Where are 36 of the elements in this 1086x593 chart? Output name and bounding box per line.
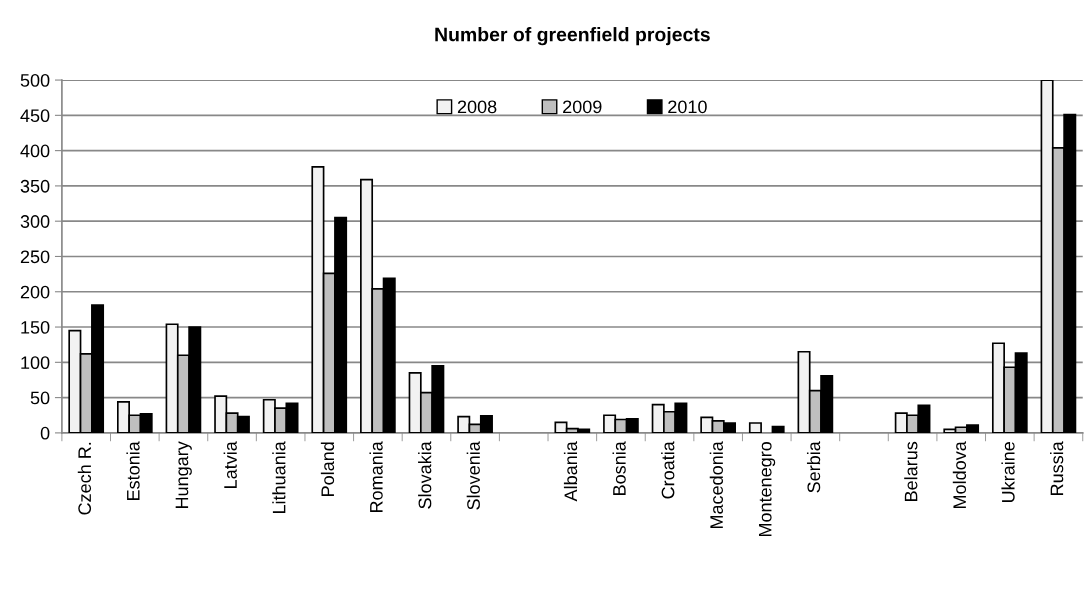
x-tick-label: Romania (369, 441, 383, 512)
x-tick-label: Serbia (806, 441, 821, 493)
y-tick-label: 300 (20, 215, 50, 228)
x-tick-label: Latvia (223, 441, 237, 488)
bar (748, 422, 762, 433)
x-tick-label: Hungary (175, 441, 192, 508)
y-tick-label: 350 (20, 179, 50, 193)
x-tick-label: Albania (563, 441, 578, 502)
x-tick-label: Estonia (126, 441, 140, 500)
x-tick-label: Slovakia (418, 441, 432, 509)
x-tick-label: Macedonia (709, 441, 723, 529)
legend-label: 2009 (563, 100, 602, 114)
y-tick-label: 150 (21, 320, 50, 334)
x-tick-label: Belarus (904, 441, 918, 501)
legend-label: 2010 (668, 100, 707, 114)
y-tick-label: 450 (20, 109, 50, 123)
x-tick-label: Bosnia (612, 441, 626, 495)
x-tick-label: Lithuania (272, 441, 286, 514)
y-tick-label: 0 (40, 426, 50, 440)
x-tick-label: Montenegro (759, 441, 776, 537)
x-tick-label: Ukraine (1001, 442, 1015, 503)
legend-label: 2008 (457, 100, 497, 114)
y-tick-label: 200 (20, 285, 50, 299)
x-tick-label: Russia (1050, 441, 1064, 495)
y-tick-label: 250 (20, 250, 50, 264)
chart-title: Number of greenfield projects (435, 27, 710, 46)
x-tick-label: Croatia (661, 441, 675, 499)
y-tick-label: 500 (20, 73, 50, 87)
x-tick-label: Moldova (952, 441, 967, 508)
bar (771, 425, 785, 433)
y-tick-label: 50 (30, 391, 50, 405)
y-tick-label: 100 (21, 356, 50, 370)
x-tick-label: Czech R. (77, 442, 92, 515)
x-tick-label: Poland (320, 442, 335, 496)
x-tick-label: Slovenia (466, 441, 480, 510)
y-tick-label: 400 (20, 144, 50, 158)
